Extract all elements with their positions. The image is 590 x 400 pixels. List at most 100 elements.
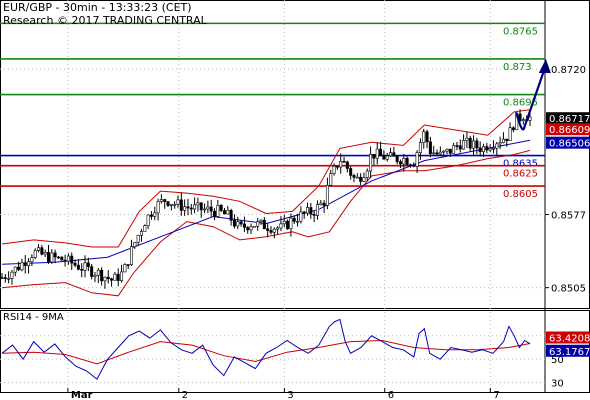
candle-body [189,207,193,210]
candle-body [465,137,469,141]
price-tag-label-bollinger: 0.86609 [549,125,590,136]
candle-body [179,199,183,211]
candle-body [508,127,512,141]
candle-body [445,148,449,152]
time-tick-label: 6 [388,390,394,400]
candle-body [292,217,296,222]
candle-body [0,277,4,279]
time-tick-label: Mar [71,390,93,400]
candle-body [325,184,329,206]
candle-body [372,153,376,159]
candle-body [435,152,439,155]
candle-body [395,156,399,162]
candle-body [66,255,70,262]
rsi-tag-label-rsi: 63.1767 [549,347,590,358]
candle-body [199,202,203,211]
candle-body [126,264,130,266]
candle-body [269,230,273,233]
candle-body [488,148,492,151]
candle-body [458,145,462,150]
candle-body [103,276,107,282]
candle-body [442,150,446,153]
candle-body [106,276,110,280]
candle-body [256,221,260,227]
candle-body [359,176,363,182]
candle-body [30,257,34,262]
candle-body [13,266,17,273]
candlestick-series [0,109,532,289]
candle-body [96,269,100,276]
candle-body [296,220,300,223]
level-label-resistance: 0.8695 [503,98,538,109]
candle-body [176,199,180,205]
candle-body [475,140,479,149]
candle-body [312,213,316,216]
candle-body [382,154,386,160]
candle-body [286,220,290,230]
candle-body [10,271,14,279]
price-tag-label-last: 0.86717 [549,114,590,125]
candle-body [408,164,412,166]
candle-body [203,208,207,211]
moving-average-line [1,139,531,265]
candle-body [136,235,140,243]
candle-body [209,206,213,212]
candle-body [93,274,97,277]
level-label-support: 0.8625 [503,169,538,180]
candle-body [468,137,472,149]
time-tick-label: 7 [493,390,499,400]
candle-body [83,262,87,271]
candle-body [266,228,270,231]
candle-body [163,199,167,202]
candle-body [63,259,67,262]
candle-body [37,247,41,251]
candle-body [412,164,416,167]
candle-body [389,152,393,157]
price-tag-average [546,136,590,149]
candle-body [402,158,406,165]
candle-body [425,131,429,143]
rsi-ma-line [1,339,531,365]
candle-body [262,219,266,230]
candle-body [139,231,143,236]
candle-body [17,266,21,271]
candle-body [56,256,60,259]
candle-body [229,210,233,221]
candle-body [259,219,263,222]
candle-body [272,228,276,233]
candle-body [226,210,230,215]
price-tick-label: 0.8505 [551,284,586,295]
candle-body [196,202,200,206]
candle-body [169,204,173,206]
candle-body [495,143,499,149]
candle-body [432,152,436,155]
candle-body [478,147,482,153]
time-axis: Mar 2 3 6 7 [67,388,500,400]
candle-body [319,202,323,205]
candle-body [246,227,250,231]
candle-body [130,246,134,266]
rsi-tick-label: 50 [551,355,564,366]
candle-body [418,142,422,153]
candle-body [120,271,124,281]
candle-body [3,277,7,279]
candle-body [7,278,11,280]
candle-body [482,146,486,153]
candle-body [27,261,31,266]
candle-body [156,201,160,214]
candle-body [276,227,280,230]
candle-body [213,210,217,217]
candle-body [222,210,226,215]
candle-body [405,158,409,165]
candle-body [249,226,253,231]
candle-body [110,278,114,281]
candle-body [505,138,509,141]
bollinger-lower-line [1,149,531,297]
candle-body [33,250,37,258]
level-label-resistance: 0.873 [503,62,532,73]
candle-body [462,140,466,150]
candle-body [166,201,170,206]
price-tick-label: 0.8577 [551,210,586,221]
candle-body [355,176,359,179]
